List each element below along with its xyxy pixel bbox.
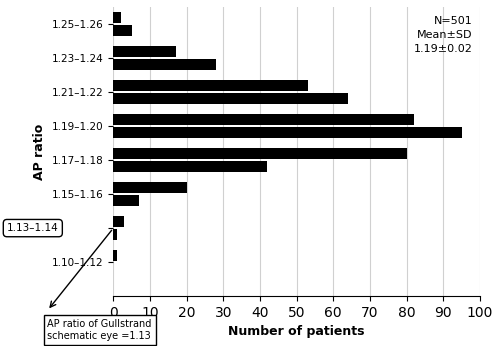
Bar	[114, 12, 120, 23]
Bar	[114, 161, 268, 172]
Bar	[114, 93, 348, 104]
Bar	[114, 216, 124, 227]
Bar	[114, 46, 176, 57]
Bar	[114, 229, 117, 240]
X-axis label: Number of patients: Number of patients	[228, 326, 365, 338]
Bar	[114, 114, 414, 125]
Bar	[114, 25, 132, 36]
Bar	[114, 148, 406, 159]
Bar	[114, 127, 462, 138]
Bar	[114, 59, 216, 70]
Bar	[114, 195, 139, 206]
Text: N=501
Mean±SD
1.19±0.02: N=501 Mean±SD 1.19±0.02	[414, 16, 472, 54]
Bar	[114, 80, 308, 91]
Y-axis label: AP ratio: AP ratio	[34, 124, 46, 180]
Text: AP ratio of Gullstrand
schematic eye =1.13: AP ratio of Gullstrand schematic eye =1.…	[48, 319, 152, 341]
Text: 1.13–1.14: 1.13–1.14	[7, 223, 59, 233]
Bar	[114, 250, 117, 261]
Bar	[114, 182, 186, 193]
